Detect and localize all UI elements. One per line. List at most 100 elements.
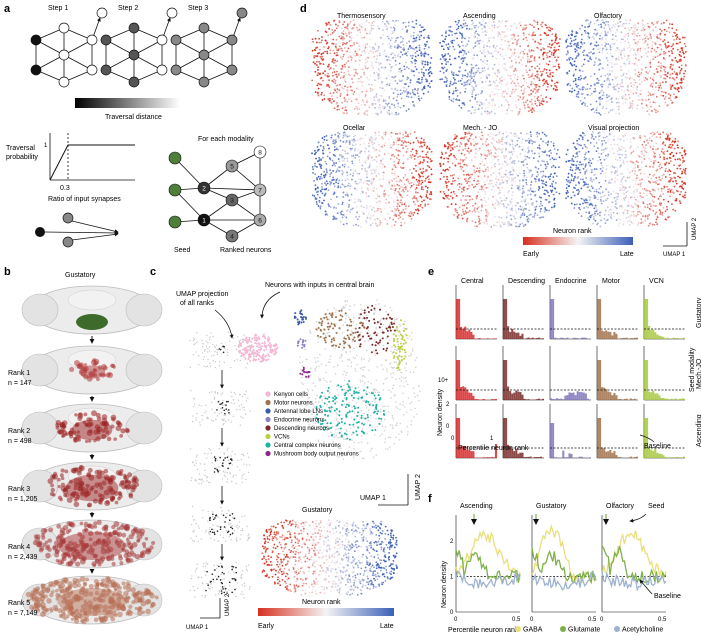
umap-point	[206, 417, 208, 420]
umap-point	[374, 401, 377, 404]
cell-type-point	[402, 323, 405, 326]
rank-point	[340, 575, 342, 577]
umap-rank-point	[234, 588, 236, 591]
rank-point	[312, 40, 315, 43]
neuron-core	[65, 474, 119, 502]
rank-point	[451, 73, 454, 76]
umap-point	[324, 347, 327, 350]
rank-point	[373, 72, 376, 74]
rank-point	[312, 570, 315, 573]
rank-point	[332, 100, 335, 103]
umap-point	[327, 361, 330, 363]
rank-bar-label-c: Neuron rank	[302, 599, 341, 606]
cell-type-point	[352, 396, 355, 399]
cell-type-point	[335, 344, 338, 347]
neuron-blob	[44, 586, 51, 593]
network-node	[198, 22, 210, 34]
rank-point	[536, 23, 539, 26]
rank-point	[301, 537, 304, 540]
cell-type-point	[397, 363, 400, 366]
cell-type-point	[357, 397, 360, 400]
rank-point	[501, 92, 504, 95]
umap-point	[201, 595, 203, 597]
umap-point	[337, 420, 339, 423]
umap-point	[316, 394, 318, 397]
rank-point	[314, 91, 317, 94]
rank-point	[338, 591, 341, 594]
neuron-blob	[117, 422, 123, 428]
neuron-blob	[70, 617, 75, 621]
umap-point	[239, 424, 242, 426]
umap-point	[206, 582, 208, 585]
rank-point	[287, 556, 289, 559]
d-title-5: Visual projection	[588, 125, 639, 132]
rank-point	[358, 108, 361, 111]
umap-point	[380, 318, 382, 320]
rank-point	[397, 53, 400, 56]
umap-rank-point	[234, 579, 237, 582]
rank-5-label: Rank 5	[8, 600, 30, 607]
rank-point	[474, 73, 477, 76]
cell-type-point	[335, 408, 338, 411]
umap-point	[317, 356, 319, 359]
central-lobe	[67, 289, 117, 311]
rank-point	[362, 44, 364, 47]
umap-point	[191, 505, 194, 508]
umap-point	[223, 414, 225, 416]
rank-point	[326, 567, 328, 569]
umap-point	[396, 347, 399, 350]
neuron-core	[71, 419, 113, 441]
cell-type-point	[374, 349, 377, 352]
legend-label: Endocrine neurons	[274, 418, 324, 424]
rank-point	[265, 558, 267, 561]
rank-3-label: Rank 3	[8, 486, 30, 493]
umap-point	[200, 479, 202, 481]
rank-point	[331, 71, 334, 74]
rank-point	[410, 35, 413, 38]
rank-point	[475, 24, 477, 27]
rank-point	[277, 531, 280, 534]
umap-point	[246, 570, 249, 572]
rank-point	[354, 529, 357, 532]
umap-point	[382, 368, 384, 371]
rank-point	[428, 75, 431, 77]
umap-point	[365, 406, 368, 409]
rank-point	[362, 584, 365, 586]
rank-point	[324, 74, 327, 76]
umap-point	[233, 360, 236, 362]
cell-type-point	[333, 409, 336, 412]
umap-point	[224, 527, 227, 529]
rank-point	[380, 569, 382, 572]
umap-point	[243, 473, 245, 475]
rank-point	[288, 522, 291, 524]
rank-point	[319, 533, 322, 536]
umap-point	[333, 444, 336, 446]
umap-point	[407, 397, 410, 399]
rank-point	[456, 95, 459, 97]
umap-thumb-3	[189, 447, 251, 485]
rank-point	[343, 576, 346, 578]
rank-point	[316, 583, 319, 586]
rank-point	[357, 80, 360, 83]
umap-point	[406, 425, 408, 428]
umap-point	[205, 562, 208, 564]
cell-type-point	[353, 418, 356, 421]
rank-point	[557, 48, 560, 51]
rank-point	[497, 51, 500, 54]
rank-point	[348, 574, 351, 577]
umap-rank-point	[219, 579, 222, 581]
umap-point	[334, 347, 337, 350]
rank-point	[422, 60, 425, 63]
rank-point	[388, 113, 391, 116]
neuron-blob	[80, 619, 85, 624]
umap-point	[195, 462, 197, 464]
rank-point	[293, 547, 296, 550]
cell-type-point	[327, 322, 330, 325]
rank-point	[321, 552, 323, 555]
umap-point	[301, 365, 304, 367]
d-title-1: Ascending	[463, 13, 496, 20]
umap-point	[211, 419, 213, 421]
rank-point	[334, 45, 337, 48]
umap-point	[328, 319, 331, 321]
rank-point	[353, 581, 356, 584]
